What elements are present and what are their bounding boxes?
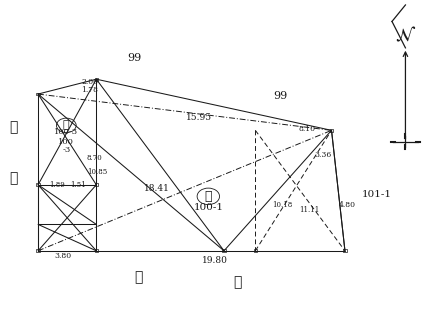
Text: 1.89: 1.89 (49, 182, 65, 189)
Bar (95, 78, 98, 81)
Bar (95, 183, 98, 186)
Text: 19.80: 19.80 (202, 256, 228, 265)
Text: ⑦: ⑦ (205, 190, 212, 203)
Text: 100-3: 100-3 (54, 128, 78, 136)
Text: -3: -3 (62, 146, 70, 154)
Bar (36, 183, 40, 186)
Text: $\mathcal{N}$: $\mathcal{N}$ (395, 26, 416, 45)
Text: 8.10: 8.10 (298, 125, 315, 133)
Text: 1.51: 1.51 (70, 182, 86, 189)
Bar (330, 129, 333, 132)
Bar (254, 249, 257, 252)
Text: 11.11: 11.11 (299, 206, 319, 214)
Text: 3.80: 3.80 (54, 252, 71, 260)
Text: 99: 99 (127, 53, 142, 63)
Text: 道: 道 (135, 270, 143, 284)
Text: 3.36: 3.36 (314, 151, 331, 159)
Text: 101-1: 101-1 (362, 190, 391, 199)
Text: 4.80: 4.80 (339, 201, 356, 209)
Text: 10.85: 10.85 (87, 168, 108, 176)
Bar (36, 249, 40, 252)
Text: 2.00: 2.00 (81, 78, 98, 86)
Text: 100: 100 (58, 138, 74, 146)
Text: 路: 路 (9, 171, 17, 185)
Bar (95, 249, 98, 252)
Text: 10.18: 10.18 (272, 201, 293, 209)
Bar (36, 93, 40, 95)
Text: 99: 99 (273, 91, 287, 101)
Text: 18.41: 18.41 (144, 183, 170, 193)
Text: 路: 路 (233, 275, 241, 289)
Text: 8.70: 8.70 (86, 154, 102, 162)
Bar (343, 249, 347, 252)
Bar (222, 249, 226, 252)
Text: 道: 道 (9, 120, 17, 134)
Text: 100-1: 100-1 (194, 203, 223, 213)
Text: ①: ① (63, 120, 69, 130)
Text: 1.78: 1.78 (81, 86, 98, 94)
Text: 15.95: 15.95 (186, 113, 212, 122)
